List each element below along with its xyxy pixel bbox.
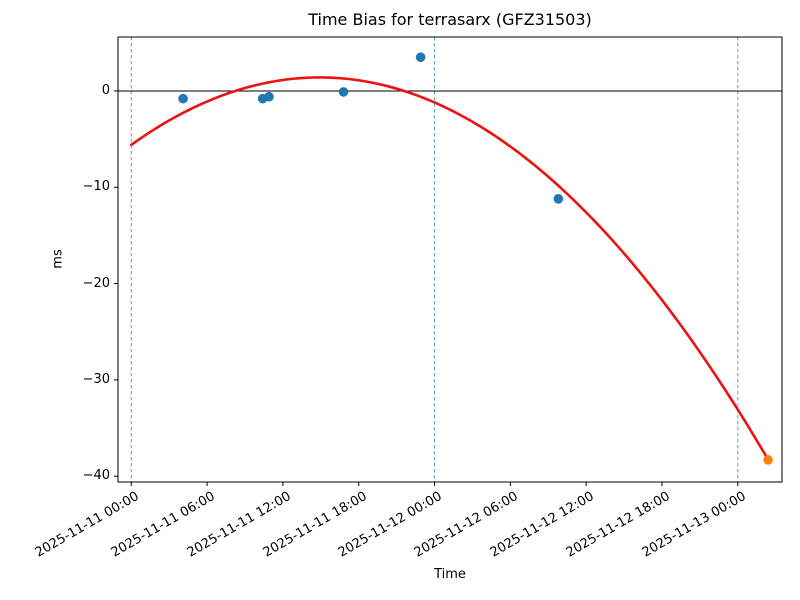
axes-spines <box>117 36 783 483</box>
time-bias-observations-point <box>178 93 188 104</box>
time-bias-observations-point <box>264 91 274 102</box>
chart-title: Time Bias for terrasarx (GFZ31503) <box>308 10 592 29</box>
time-bias-observations-point <box>415 52 426 63</box>
fit-curve <box>129 76 770 461</box>
time-bias-observations-point <box>553 194 564 204</box>
x-axis-label: Time <box>434 567 466 582</box>
time-bias-observations-point <box>338 87 349 97</box>
latest-observation-point <box>763 455 773 465</box>
